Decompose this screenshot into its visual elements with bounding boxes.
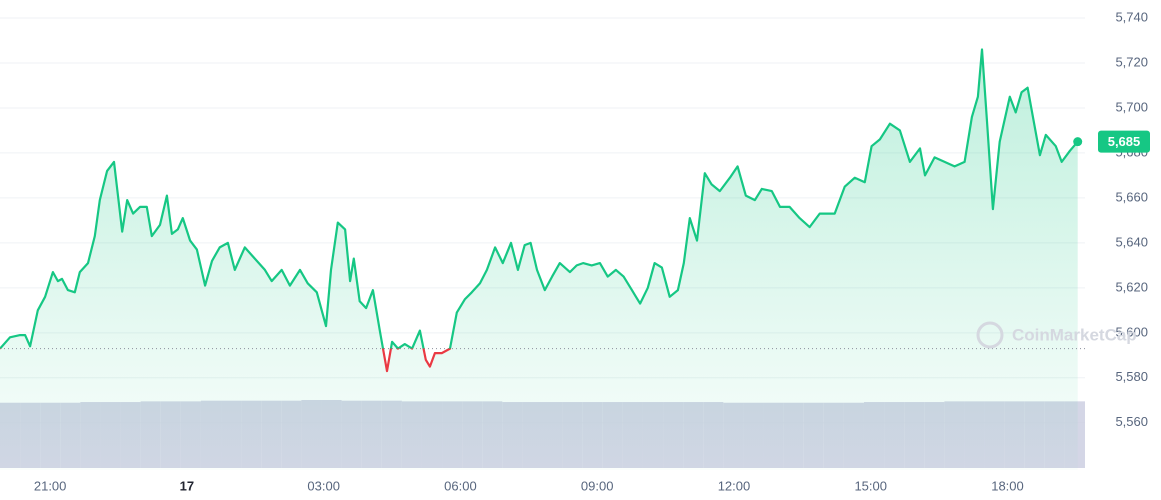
price-badge xyxy=(1098,130,1150,153)
x-tick-label: 12:00 xyxy=(718,478,751,493)
x-tick-label: 09:00 xyxy=(581,478,614,493)
y-tick-label: 5,740 xyxy=(1115,9,1148,24)
y-tick-label: 5,660 xyxy=(1115,189,1148,204)
last-point xyxy=(1073,137,1083,147)
y-tick-label: 5,700 xyxy=(1115,99,1148,114)
x-tick-label: 15:00 xyxy=(854,478,887,493)
price-line xyxy=(0,48,1079,373)
y-tick-label: 5,560 xyxy=(1115,414,1148,429)
y-tick-label: 5,720 xyxy=(1115,54,1148,69)
x-tick-label: 06:00 xyxy=(444,478,477,493)
x-tick-label: 03:00 xyxy=(307,478,340,493)
x-tick-label: 21:00 xyxy=(34,478,67,493)
price-badge-label: 5,685 xyxy=(1108,134,1141,149)
x-tick-label: 17 xyxy=(180,478,194,493)
watermark-group: CoinMarketCap xyxy=(976,321,1137,349)
price-area xyxy=(0,49,1078,470)
watermark-logo xyxy=(976,321,1004,349)
y-tick-label: 5,620 xyxy=(1115,279,1148,294)
y-tick-label: 5,580 xyxy=(1115,369,1148,384)
y-tick-label: 5,640 xyxy=(1115,234,1148,249)
watermark-text: CoinMarketCap xyxy=(1012,325,1137,344)
x-tick-label: 18:00 xyxy=(991,478,1024,493)
y-tick-label: 5,600 xyxy=(1115,324,1148,339)
